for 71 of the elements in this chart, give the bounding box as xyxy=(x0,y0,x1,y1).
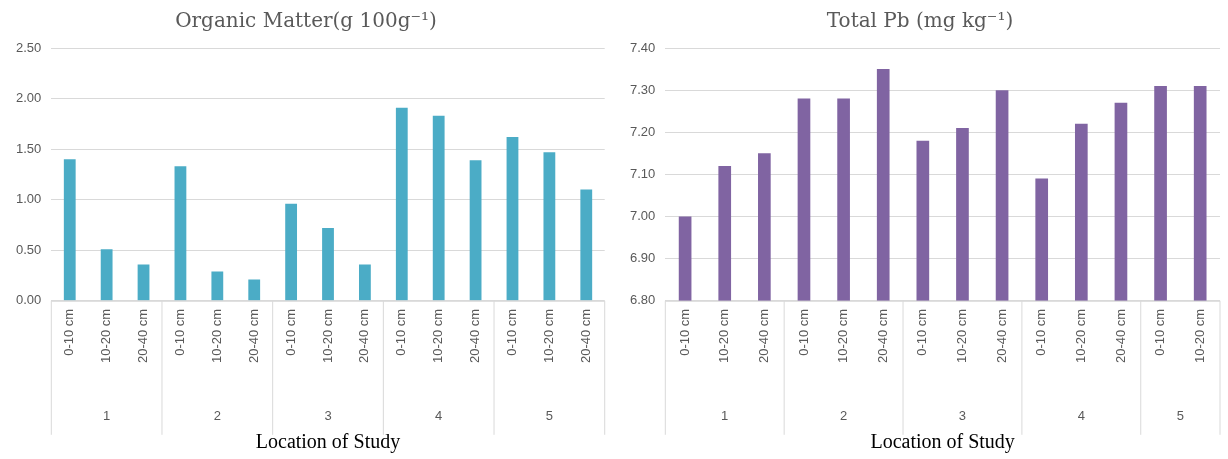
bar xyxy=(174,166,187,301)
y-tick-label: 7.10 xyxy=(629,165,656,181)
x-tick-label: 20-40 cm xyxy=(874,308,890,364)
x-tick-label: 10-20 cm xyxy=(98,308,114,364)
x-tick-label: 0-10 cm xyxy=(282,308,298,356)
text: 2 xyxy=(839,408,848,424)
x-tick-label: 10-20 cm xyxy=(540,308,556,364)
y-tick-label: 1.50 xyxy=(15,140,42,156)
x-tick-label: 0-10 cm xyxy=(393,308,409,356)
bar xyxy=(469,160,482,301)
y-tick-label: 0.50 xyxy=(15,241,42,257)
y-tick-label: 2.50 xyxy=(15,39,42,55)
text: 2 xyxy=(213,408,221,424)
x-tick-label: 10-20 cm xyxy=(1191,308,1207,364)
bar xyxy=(211,271,224,301)
x-axis-title: Location of Study xyxy=(255,430,401,454)
bar xyxy=(580,189,593,301)
x-tick-label: 10-20 cm xyxy=(430,308,446,364)
bar xyxy=(63,159,76,301)
x-tick-label: 20-40 cm xyxy=(135,308,151,364)
x-tick-label: 0-10 cm xyxy=(504,308,520,356)
bar xyxy=(100,249,113,301)
text: 4 xyxy=(1077,408,1085,424)
y-tick-label: 7.30 xyxy=(629,81,656,97)
x-tick-label: 20-40 cm xyxy=(993,308,1009,364)
text: 3 xyxy=(958,408,967,424)
x-tick-label: 20-40 cm xyxy=(755,308,771,364)
y-tick-label: 6.80 xyxy=(629,292,656,308)
x-tick-label: 20-40 cm xyxy=(577,308,593,364)
x-tick-label: 10-20 cm xyxy=(319,308,335,364)
text: 1 xyxy=(721,408,729,424)
y-tick-label: 1.00 xyxy=(15,191,42,207)
y-tick-label: 0.00 xyxy=(15,292,42,308)
bar xyxy=(506,136,519,301)
text: 3 xyxy=(324,408,332,424)
chart-title: Organic Matter(g 100g⁻¹) xyxy=(175,8,437,33)
bar xyxy=(432,115,445,301)
bar xyxy=(248,279,261,301)
x-tick-label: 20-40 cm xyxy=(467,308,483,364)
y-tick-label: 7.00 xyxy=(629,208,656,224)
chart-title: Total Pb (mg kg⁻¹) xyxy=(826,8,1014,33)
x-tick-label: 10-20 cm xyxy=(835,308,851,364)
x-tick-label: 20-40 cm xyxy=(245,308,261,364)
x-tick-label: 20-40 cm xyxy=(1112,308,1128,364)
text: 5 xyxy=(1176,408,1184,424)
x-axis-title: Location of Study xyxy=(870,430,1015,454)
bar xyxy=(285,203,298,301)
y-tick-label: 7.40 xyxy=(629,39,656,55)
text: 1 xyxy=(103,408,111,424)
x-tick-label: 0-10 cm xyxy=(61,308,77,356)
x-tick-label: 20-40 cm xyxy=(356,308,372,364)
bar xyxy=(137,264,150,301)
x-tick-label: 0-10 cm xyxy=(676,308,692,356)
x-tick-label: 10-20 cm xyxy=(954,308,970,364)
y-tick-label: 7.20 xyxy=(629,123,656,139)
bar xyxy=(543,152,556,301)
bar xyxy=(322,228,334,301)
x-tick-label: 10-20 cm xyxy=(716,308,732,364)
bar xyxy=(359,264,371,301)
x-tick-label: 10-20 cm xyxy=(208,308,224,364)
x-tick-label: 10-20 cm xyxy=(1072,308,1088,364)
x-tick-label: 0-10 cm xyxy=(914,308,930,356)
y-tick-label: 2.00 xyxy=(15,90,42,106)
x-tick-label: 0-10 cm xyxy=(172,308,188,356)
x-tick-label: 0-10 cm xyxy=(795,308,811,356)
x-tick-label: 0-10 cm xyxy=(1033,308,1049,356)
bar xyxy=(395,107,408,301)
y-tick-label: 6.90 xyxy=(629,250,656,266)
text: 5 xyxy=(545,408,553,424)
text: 4 xyxy=(435,408,443,424)
x-tick-label: 0-10 cm xyxy=(1152,308,1168,356)
